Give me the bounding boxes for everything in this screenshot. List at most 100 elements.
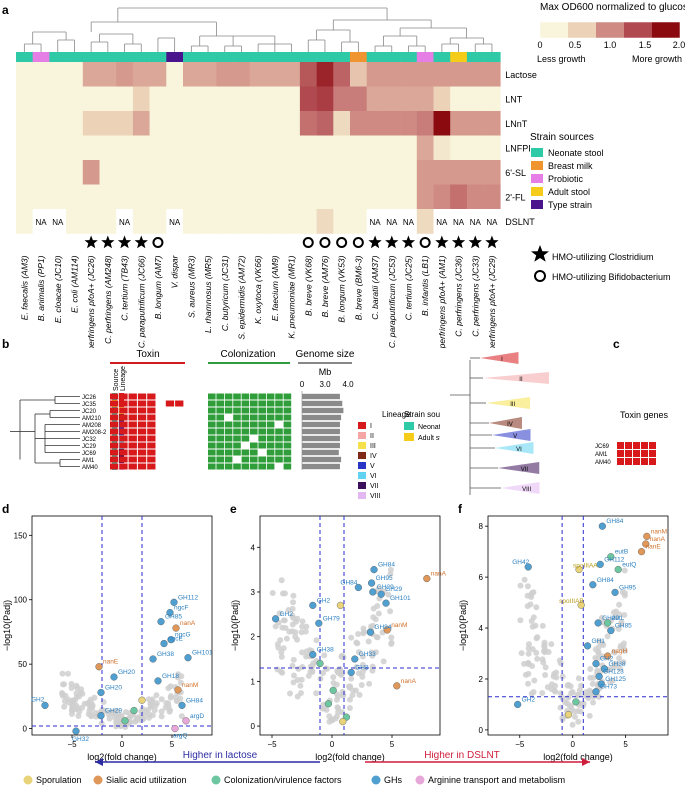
gene-point (303, 623, 310, 630)
strain-label: E. cloacae (JC10) (53, 255, 63, 323)
toxin-gene-cell (649, 450, 656, 457)
colonization-gene-cell (250, 421, 258, 428)
gene-point (163, 700, 170, 707)
heatmap-cell (283, 111, 301, 136)
strain-source-title: Strain source (404, 410, 440, 419)
source-cell (233, 52, 251, 62)
clade-triangle (486, 397, 530, 409)
gene-label: GH95 (376, 575, 393, 582)
gene-point (70, 701, 77, 708)
category-swatch (211, 775, 221, 785)
colonization-gene-cell (208, 428, 216, 435)
colonization-gene-cell (258, 414, 266, 421)
y-tick-label: 0 (251, 722, 256, 731)
gene-point (275, 644, 282, 651)
gene-point (289, 605, 296, 612)
genome-unit: Mb (319, 367, 332, 377)
strain-name: JC26 (82, 395, 97, 401)
gene-point (356, 691, 363, 698)
gene-point (278, 653, 285, 660)
gene-point (158, 713, 165, 720)
heatmap-cell (66, 184, 84, 210)
gene-point (529, 623, 536, 630)
colonization-gene-cell (266, 435, 275, 442)
y-tick-label: 2 (251, 633, 256, 642)
gene-label: GH84 (606, 518, 623, 525)
gene-point (522, 671, 529, 678)
na-label: NA (35, 218, 47, 227)
clade-triangle (495, 442, 534, 454)
strain-label: V. dispar (170, 254, 180, 288)
star-icon (531, 245, 549, 262)
heatmap-cell (49, 160, 67, 185)
y-tick-label: 4 (479, 624, 484, 633)
highlighted-gene-point (309, 650, 317, 659)
gene-point (88, 712, 95, 719)
toxin-gene-cell (119, 393, 128, 400)
highlighted-gene-point (604, 652, 612, 660)
source-legend-label: Neonate stool (548, 148, 604, 158)
colonization-gene-cell (275, 442, 283, 449)
gene-label: GH79 (323, 615, 340, 622)
row-label: DSLNT (505, 217, 535, 227)
colonization-gene-cell (250, 463, 258, 470)
gene-point (313, 637, 320, 644)
gene-point (293, 618, 300, 625)
heatmap-cell (132, 160, 150, 185)
toxin-gene-cell (617, 442, 624, 449)
gene-label: GH32 (72, 736, 89, 743)
clade-label: V (513, 434, 517, 440)
clade-label: IV (507, 422, 513, 428)
heatmap-cell (266, 86, 284, 112)
gene-point (277, 637, 284, 644)
row-label: LNnT (505, 119, 528, 129)
colonization-gene-cell (250, 456, 258, 463)
gene-point (313, 690, 320, 697)
genome-tick-1: 3.0 (319, 380, 331, 389)
source-cell (366, 52, 384, 62)
toxin-gene-cell (128, 400, 137, 407)
colonization-gene-cell (208, 407, 216, 414)
gene-point (368, 649, 375, 656)
heatmap-cell (416, 209, 434, 234)
legend-tick-0: 0 (537, 40, 542, 50)
highlighted-gene-point (370, 566, 378, 574)
heatmap-cell (149, 209, 167, 234)
star-icon (485, 235, 499, 249)
gene-point (620, 659, 627, 666)
source-cell (16, 52, 33, 62)
gene-point (542, 671, 549, 678)
gene-point (539, 656, 546, 663)
row-label: LNFPI (505, 143, 531, 153)
gene-point (278, 577, 285, 584)
gene-point (369, 663, 376, 670)
lineage-swatch (358, 442, 366, 449)
x-tick-label: −5 (515, 740, 525, 749)
gene-point (388, 634, 395, 641)
source-swatch (531, 174, 543, 183)
gene-point (167, 683, 174, 690)
gene-label: GH18 (162, 673, 179, 680)
colonization-gene-cell (241, 428, 250, 435)
gene-point (346, 696, 353, 703)
strain-label: B. infantis (LB1) (420, 255, 430, 316)
na-cell (166, 209, 184, 234)
strain-name: JC35 (82, 402, 97, 408)
heatmap-cell (132, 62, 150, 87)
toxin-gene-cell (119, 421, 128, 428)
panel-d-letter: d (2, 502, 9, 516)
gene-point (621, 592, 628, 599)
highlighted-gene-point (110, 673, 118, 681)
colonization-gene-cell (224, 442, 233, 449)
y-tick-label: 6 (479, 573, 484, 582)
toxin-header: Toxin (136, 349, 159, 360)
gene-point (557, 660, 564, 667)
x-axis-label: log2(fold change) (315, 752, 385, 762)
gene-point (559, 673, 566, 680)
circle-icon (336, 237, 348, 248)
y-tick-label: 0 (23, 725, 28, 734)
gene-point (324, 665, 331, 672)
source-legend-label: Neonate stool (418, 424, 440, 431)
heatmap-cell (400, 111, 418, 136)
gene-label: GH85 (165, 614, 182, 621)
